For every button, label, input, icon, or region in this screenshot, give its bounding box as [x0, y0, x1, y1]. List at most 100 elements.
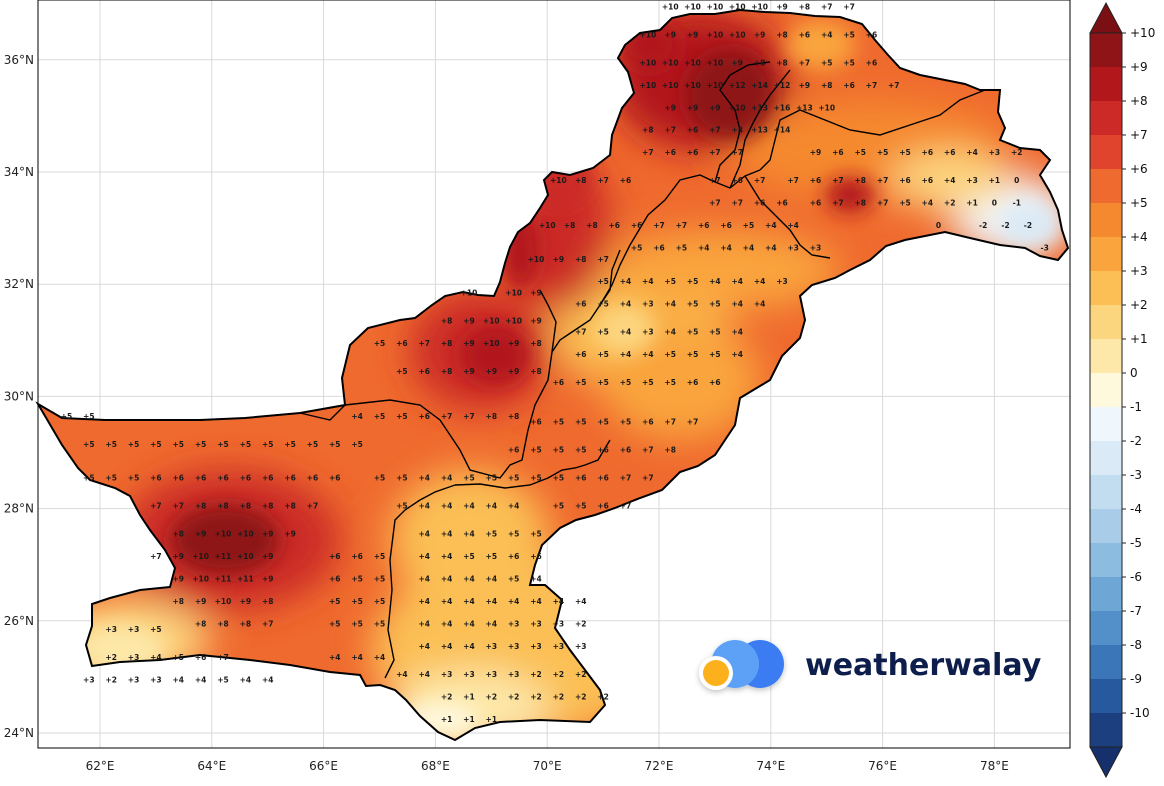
anomaly-value: +5 — [374, 552, 386, 561]
anomaly-value: +8 — [664, 446, 676, 455]
anomaly-value: +6 — [597, 474, 609, 483]
y-tick-label: 28°N — [4, 502, 34, 516]
anomaly-value: -2 — [1001, 221, 1009, 230]
anomaly-value: +2 — [944, 199, 956, 208]
anomaly-value: +5 — [676, 244, 688, 253]
anomaly-value: +5 — [374, 412, 386, 421]
anomaly-value: +6 — [351, 552, 363, 561]
anomaly-value: +3 — [508, 670, 520, 679]
anomaly-value: +9 — [530, 288, 542, 297]
anomaly-value: +5 — [329, 440, 341, 449]
anomaly-value: +8 — [173, 597, 185, 606]
anomaly-value: +3 — [553, 619, 565, 628]
anomaly-value: +6 — [530, 552, 542, 561]
x-tick-label: 66°E — [309, 759, 338, 773]
anomaly-value: +6 — [418, 367, 430, 376]
anomaly-value: +6 — [687, 126, 699, 135]
anomaly-value: +10 — [662, 2, 679, 11]
anomaly-value: +8 — [530, 367, 542, 376]
anomaly-value: +2 — [1011, 148, 1023, 157]
colorbar-frame — [1089, 32, 1123, 748]
anomaly-value: +3 — [530, 619, 542, 628]
x-axis-ticks: 62°E 64°E 66°E 68°E 70°E 72°E 74°E 76°E 78°E — [86, 759, 1009, 773]
anomaly-value: +8 — [854, 176, 866, 185]
anomaly-value: +13 — [751, 126, 768, 135]
colorbar-label: -6 — [1130, 570, 1142, 584]
anomaly-value: +3 — [150, 676, 162, 685]
anomaly-value: +4 — [463, 619, 475, 628]
anomaly-value: +3 — [508, 619, 520, 628]
anomaly-value: +12 — [774, 81, 791, 90]
anomaly-value: +10 — [639, 58, 656, 67]
x-tick-label: 72°E — [645, 759, 674, 773]
anomaly-value: +6 — [150, 474, 162, 483]
anomaly-value: +10 — [707, 2, 724, 11]
anomaly-value: +7 — [843, 2, 855, 11]
colorbar-swatch — [1090, 577, 1122, 611]
anomaly-value: +9 — [463, 316, 475, 325]
anomaly-value: +9 — [262, 575, 274, 584]
anomaly-value: +5 — [508, 575, 520, 584]
anomaly-value: +5 — [743, 221, 755, 230]
anomaly-value: +5 — [575, 502, 587, 511]
anomaly-value: +4 — [441, 642, 453, 651]
colorbar-label: +9 — [1130, 60, 1148, 74]
logo-sun — [703, 660, 729, 686]
anomaly-value: +5 — [553, 474, 565, 483]
anomaly-value: +8 — [240, 619, 252, 628]
anomaly-value: +5 — [597, 350, 609, 359]
anomaly-value: +5 — [687, 350, 699, 359]
anomaly-value: +4 — [150, 653, 162, 662]
anomaly-value: +2 — [105, 676, 117, 685]
anomaly-value: +7 — [664, 126, 676, 135]
anomaly-value: +6 — [418, 412, 430, 421]
anomaly-value: +4 — [486, 502, 498, 511]
anomaly-value: +8 — [776, 30, 788, 39]
colorbar-swatch — [1090, 645, 1122, 679]
colorbar-swatch — [1090, 373, 1122, 407]
anomaly-value: +7 — [575, 328, 587, 337]
anomaly-value: +7 — [676, 221, 688, 230]
anomaly-value: +4 — [553, 597, 565, 606]
anomaly-value: +7 — [441, 412, 453, 421]
x-tick-label: 68°E — [421, 759, 450, 773]
anomaly-value: +9 — [284, 530, 296, 539]
anomaly-value: +5 — [508, 530, 520, 539]
anomaly-value: +4 — [754, 300, 766, 309]
anomaly-value: +9 — [463, 367, 475, 376]
x-tick-label: 64°E — [197, 759, 226, 773]
anomaly-value: +5 — [284, 440, 296, 449]
anomaly-value: +5 — [150, 625, 162, 634]
anomaly-value: 0 — [936, 221, 941, 230]
anomaly-value: +10 — [707, 81, 724, 90]
anomaly-value: +5 — [709, 328, 721, 337]
anomaly-value: +5 — [530, 446, 542, 455]
anomaly-value: +8 — [262, 597, 274, 606]
anomaly-value: +10 — [483, 316, 500, 325]
colorbar-label: -1 — [1130, 400, 1142, 414]
anomaly-value: +6 — [508, 446, 520, 455]
anomaly-value: +6 — [866, 30, 878, 39]
anomaly-value: +6 — [575, 300, 587, 309]
anomaly-value: +9 — [754, 30, 766, 39]
anomaly-value: +3 — [486, 670, 498, 679]
anomaly-value: +10 — [192, 552, 209, 561]
anomaly-value: +5 — [486, 530, 498, 539]
anomaly-value: +6 — [329, 552, 341, 561]
anomaly-value: +6 — [810, 176, 822, 185]
anomaly-value: +7 — [463, 412, 475, 421]
anomaly-value: +14 — [751, 81, 768, 90]
anomaly-value: -2 — [1024, 221, 1032, 230]
anomaly-value: +4 — [173, 676, 185, 685]
anomaly-value: +7 — [709, 176, 721, 185]
country-border — [35, 8, 1070, 742]
anomaly-value: +4 — [922, 199, 934, 208]
anomaly-value: +3 — [441, 670, 453, 679]
anomaly-value: +10 — [684, 2, 701, 11]
anomaly-value: +5 — [843, 58, 855, 67]
anomaly-value: +4 — [418, 530, 430, 539]
anomaly-value: +5 — [83, 474, 95, 483]
anomaly-value: +4 — [754, 277, 766, 286]
anomaly-value: +5 — [329, 597, 341, 606]
anomaly-value: +4 — [486, 575, 498, 584]
